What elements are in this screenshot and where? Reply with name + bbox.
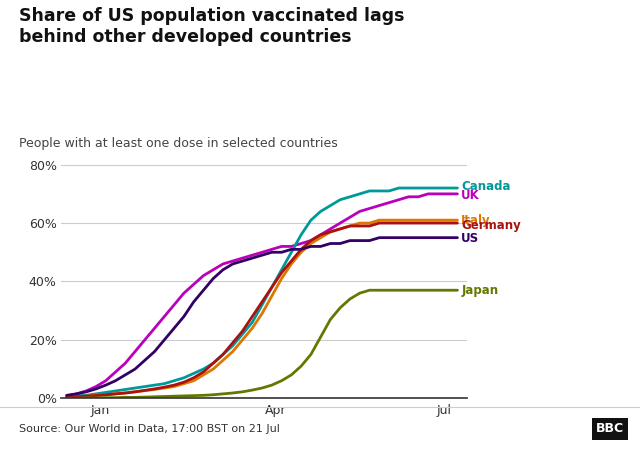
Text: Italy: Italy (461, 214, 491, 227)
Text: Source: Our World in Data, 17:00 BST on 21 Jul: Source: Our World in Data, 17:00 BST on … (19, 424, 280, 434)
Text: Share of US population vaccinated lags
behind other developed countries: Share of US population vaccinated lags b… (19, 7, 404, 46)
Text: BBC: BBC (596, 423, 624, 435)
Text: Japan: Japan (461, 284, 499, 297)
Text: Canada: Canada (461, 180, 511, 193)
Text: UK: UK (461, 189, 480, 202)
Text: Germany: Germany (461, 219, 521, 232)
Text: People with at least one dose in selected countries: People with at least one dose in selecte… (19, 137, 338, 150)
Text: US: US (461, 232, 479, 245)
